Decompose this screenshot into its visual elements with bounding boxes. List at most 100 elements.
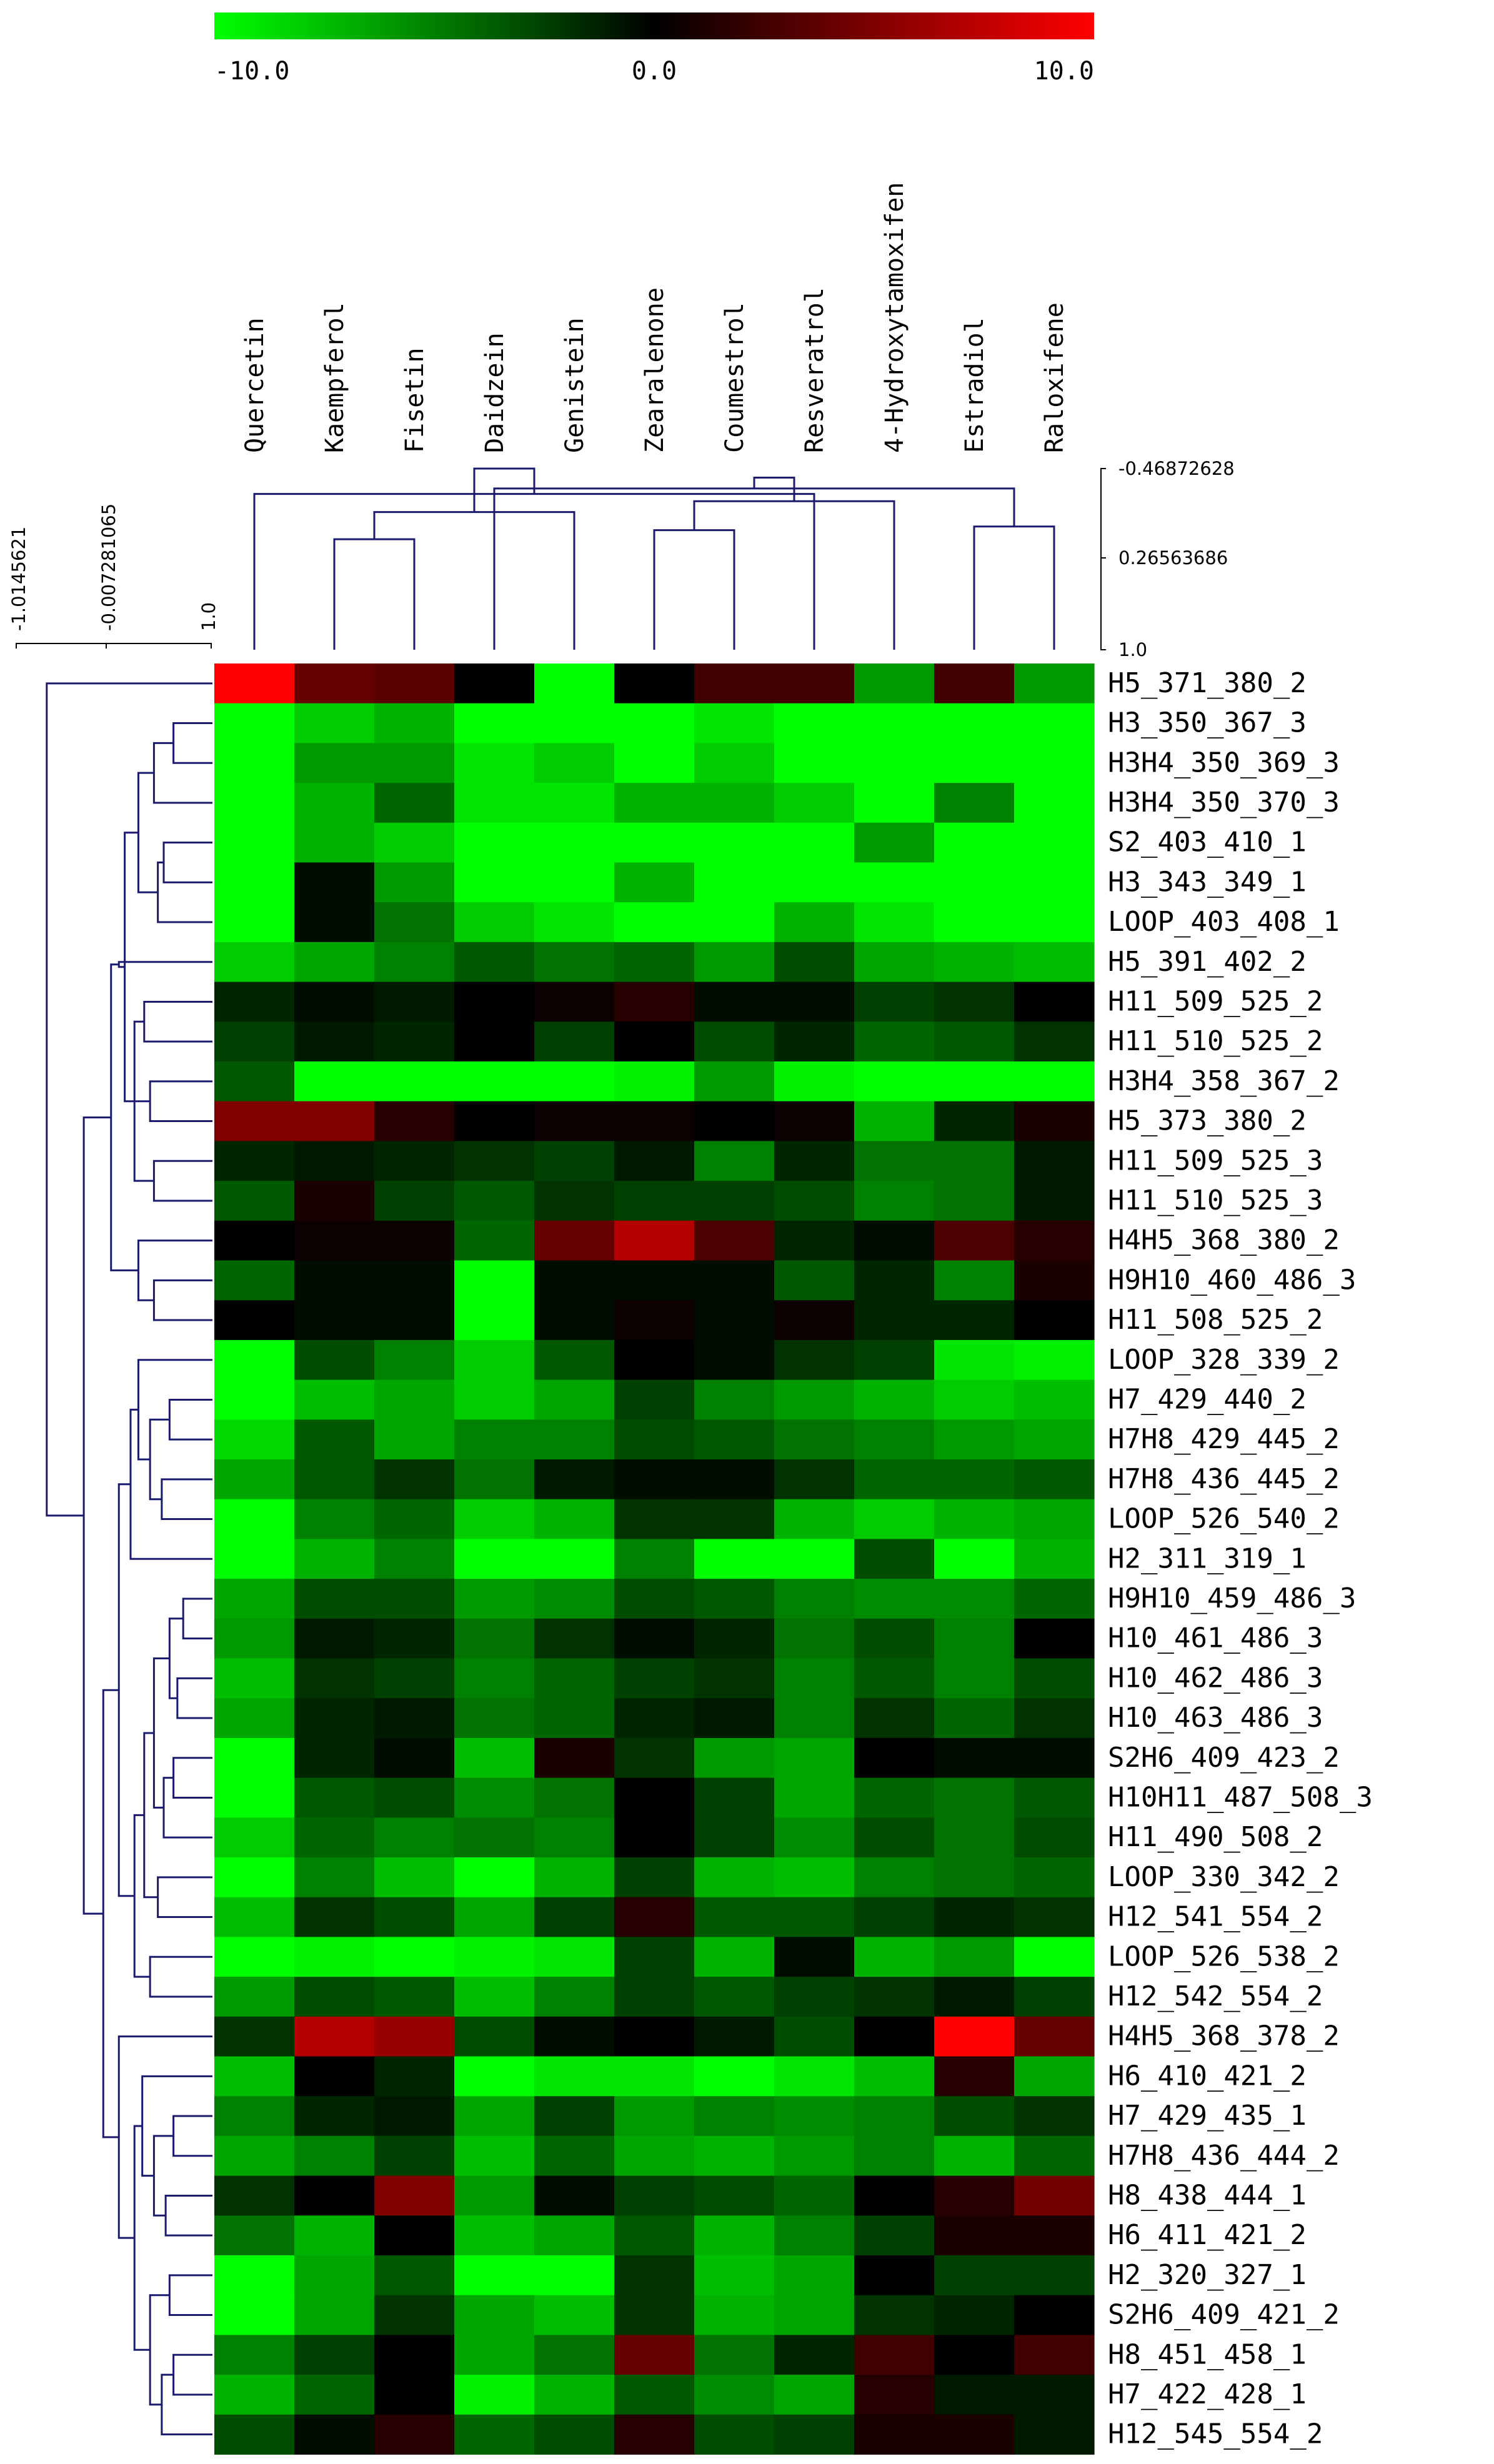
heatmap-cell (774, 941, 855, 983)
heatmap-cell (774, 1021, 855, 1062)
column-label: Resveratrol (800, 287, 829, 453)
heatmap-cell (614, 2016, 695, 2057)
heatmap-cell (214, 1339, 295, 1381)
row-dendrogram-branch (137, 1239, 212, 1301)
heatmap-cell (454, 1061, 535, 1102)
heatmap-cell (854, 1618, 935, 1659)
heatmap-cell (294, 902, 375, 943)
heatmap-cell (374, 1777, 455, 1818)
heatmap-cell (774, 1141, 855, 1181)
row-dendrogram-branch (161, 1478, 212, 1521)
heatmap-cell (774, 1181, 855, 1221)
heatmap-cell (854, 981, 935, 1022)
row-dendrogram-branch (161, 2373, 212, 2436)
heatmap-cell (614, 2096, 695, 2137)
row-dendrogram-branch (172, 1757, 212, 1799)
heatmap-cell (934, 1419, 1015, 1460)
heatmap-cell (454, 1897, 535, 1937)
heatmap-cell (374, 2335, 455, 2375)
heatmap-cell (1014, 2215, 1095, 2256)
row-label: H11_490_508_2 (1108, 1821, 1323, 1853)
heatmap-cell (614, 1260, 695, 1301)
heatmap-cell (774, 1539, 855, 1579)
heatmap-cell (614, 663, 695, 704)
row-label: H4H5_368_380_2 (1108, 1225, 1340, 1256)
heatmap-cell (614, 2056, 695, 2097)
heatmap-cell (614, 743, 695, 783)
heatmap-cell (1014, 1658, 1095, 1699)
heatmap-cell (614, 822, 695, 863)
row-dendrogram (46, 682, 212, 2436)
heatmap-cell (614, 1339, 695, 1381)
row-dendrogram-branch (172, 2353, 212, 2396)
heatmap-cell (374, 1220, 455, 1261)
heatmap-cell (934, 2375, 1015, 2415)
row-dendrogram-branch (168, 1617, 184, 1699)
heatmap-cell (774, 1220, 855, 1261)
heatmap-cell (854, 1141, 935, 1181)
heatmap-cell (614, 1539, 695, 1579)
heatmap-cell (1014, 822, 1095, 863)
heatmap-cell (774, 1618, 855, 1659)
column-labels: Quercetin Kaempferol Fisetin Daidzein Genist… (241, 182, 1069, 453)
heatmap-cell (374, 743, 455, 783)
row-label: H3H4_358_367_2 (1108, 1065, 1340, 1097)
heatmap-cell (854, 2295, 935, 2335)
column-dendrogram (253, 467, 1055, 650)
row-dendrogram-branch (149, 1418, 170, 1501)
heatmap-cell (214, 1141, 295, 1181)
heatmap-cell (374, 1300, 455, 1341)
heatmap-cell (854, 2135, 935, 2177)
heatmap-cell (854, 1379, 935, 1420)
heatmap-cell (214, 2295, 295, 2335)
heatmap-cell (214, 862, 295, 903)
heatmap-cell (614, 2335, 695, 2375)
heatmap-cell (214, 1618, 295, 1659)
row-label: H9H10_460_486_3 (1108, 1264, 1356, 1296)
column-dendrogram-branch (973, 525, 1055, 650)
heatmap-cell (934, 1379, 1015, 1420)
heatmap-cell (294, 1777, 375, 1818)
heatmap-cell (534, 2215, 615, 2256)
column-dendrogram-branch (333, 538, 416, 650)
heatmap-cell (614, 1499, 695, 1539)
heatmap-cell (934, 1857, 1015, 1898)
heatmap-cell (214, 1977, 295, 2017)
heatmap-cell (454, 2255, 535, 2296)
heatmap-cell (294, 2135, 375, 2177)
heatmap-cell (374, 2215, 455, 2256)
heatmap-cell (774, 1737, 855, 1779)
heatmap-cell (934, 2295, 1015, 2335)
heatmap-cell (1014, 941, 1095, 983)
heatmap-cell (614, 1777, 695, 1818)
heatmap-cell (694, 822, 775, 863)
row-dendrogram-branch (143, 1732, 158, 1899)
heatmap-cell (534, 1857, 615, 1898)
heatmap-cell (934, 2016, 1015, 2057)
heatmap-cell (1014, 1101, 1095, 1141)
heatmap-cell (294, 822, 375, 863)
heatmap-cell (214, 1260, 295, 1301)
heatmap-cell (694, 981, 775, 1022)
heatmap-cell (934, 1021, 1015, 1062)
heatmap-cell (294, 1419, 375, 1460)
row-dendrogram-branch (143, 1000, 212, 1043)
heatmap-cell (1014, 783, 1095, 823)
heatmap-cell (854, 1339, 935, 1381)
heatmap-cell (934, 941, 1015, 983)
heatmap-cell (694, 1021, 775, 1062)
row-label: H10_461_486_3 (1108, 1622, 1323, 1654)
heatmap-cell (934, 1141, 1015, 1181)
heatmap-cell (774, 663, 855, 704)
heatmap-cell (1014, 2414, 1095, 2455)
heatmap-cell (454, 2375, 535, 2415)
heatmap-cell (854, 1539, 935, 1579)
heatmap-cell (774, 1499, 855, 1539)
heatmap-cell (1014, 1141, 1095, 1181)
heatmap-cell (614, 2175, 695, 2216)
heatmap-cell (854, 2096, 935, 2137)
row-label: H7H8_436_444_2 (1108, 2140, 1340, 2172)
heatmap-cell (214, 2135, 295, 2177)
heatmap-cell (454, 783, 535, 823)
heatmap-cell (774, 2414, 855, 2455)
